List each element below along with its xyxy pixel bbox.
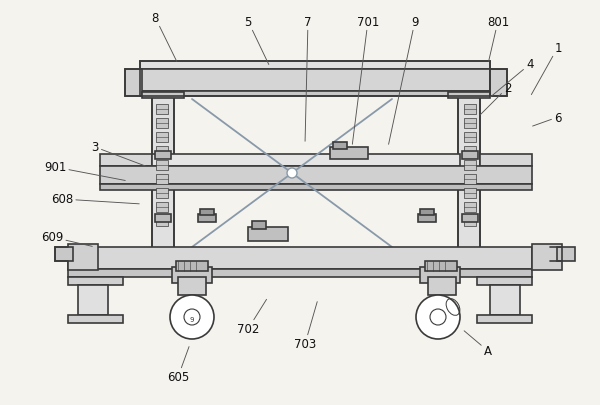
Circle shape bbox=[430, 309, 446, 325]
Bar bbox=[100, 155, 152, 166]
Text: 605: 605 bbox=[167, 347, 189, 384]
Bar bbox=[420, 267, 460, 284]
Bar bbox=[140, 62, 490, 70]
Bar bbox=[152, 97, 174, 256]
Bar bbox=[68, 244, 98, 270]
Bar bbox=[477, 277, 532, 285]
Bar bbox=[140, 70, 490, 92]
Bar bbox=[155, 151, 171, 160]
Bar bbox=[156, 202, 168, 213]
Bar bbox=[68, 269, 532, 277]
Bar bbox=[448, 93, 490, 99]
Circle shape bbox=[170, 295, 214, 339]
Bar bbox=[68, 277, 123, 285]
Bar bbox=[155, 215, 171, 222]
Bar bbox=[464, 216, 476, 226]
Bar bbox=[125, 70, 142, 97]
Text: 701: 701 bbox=[352, 15, 379, 145]
Bar bbox=[557, 247, 575, 261]
Bar bbox=[464, 161, 476, 171]
Bar bbox=[418, 215, 436, 222]
Bar bbox=[490, 285, 520, 315]
Text: 3: 3 bbox=[91, 141, 145, 166]
Bar bbox=[100, 185, 532, 190]
Bar bbox=[142, 93, 184, 99]
Circle shape bbox=[416, 295, 460, 339]
Bar bbox=[333, 143, 347, 149]
Bar bbox=[140, 92, 490, 97]
Bar bbox=[462, 151, 478, 160]
Bar bbox=[425, 261, 457, 271]
Bar bbox=[156, 147, 168, 157]
Text: 1: 1 bbox=[532, 41, 562, 95]
Bar bbox=[464, 133, 476, 143]
Bar bbox=[252, 222, 266, 230]
Circle shape bbox=[184, 309, 200, 325]
Bar bbox=[464, 189, 476, 198]
Bar bbox=[464, 105, 476, 115]
Bar bbox=[458, 97, 480, 256]
Bar bbox=[462, 215, 478, 222]
Bar bbox=[330, 148, 368, 160]
Bar bbox=[464, 175, 476, 185]
Bar bbox=[477, 315, 532, 323]
Circle shape bbox=[287, 168, 297, 179]
Bar bbox=[490, 70, 507, 97]
Bar bbox=[178, 277, 206, 295]
Bar bbox=[156, 119, 168, 129]
Text: A: A bbox=[464, 331, 492, 358]
Text: 2: 2 bbox=[480, 81, 512, 116]
Text: 7: 7 bbox=[304, 15, 312, 142]
Text: 9: 9 bbox=[389, 15, 419, 145]
Text: 9: 9 bbox=[190, 316, 194, 322]
Bar bbox=[68, 315, 123, 323]
Bar bbox=[200, 209, 214, 215]
Bar bbox=[156, 133, 168, 143]
Text: 609: 609 bbox=[41, 231, 92, 247]
Bar bbox=[198, 215, 216, 222]
Bar bbox=[176, 261, 208, 271]
Bar bbox=[156, 175, 168, 185]
Text: 5: 5 bbox=[244, 15, 269, 65]
Text: 6: 6 bbox=[533, 111, 562, 127]
Bar bbox=[152, 155, 460, 166]
Bar bbox=[156, 161, 168, 171]
Text: 608: 608 bbox=[51, 193, 139, 206]
Bar bbox=[464, 147, 476, 157]
Bar bbox=[156, 189, 168, 198]
Text: 801: 801 bbox=[487, 15, 509, 62]
Bar bbox=[100, 166, 532, 185]
Text: 4: 4 bbox=[490, 58, 534, 98]
Text: 702: 702 bbox=[237, 300, 266, 336]
Bar bbox=[248, 228, 288, 241]
Bar bbox=[68, 247, 532, 269]
Bar bbox=[480, 155, 532, 166]
Bar bbox=[428, 277, 456, 295]
Bar bbox=[172, 267, 212, 284]
Bar bbox=[532, 244, 562, 270]
Bar bbox=[55, 247, 73, 261]
Text: 8: 8 bbox=[151, 11, 177, 62]
Bar bbox=[420, 209, 434, 215]
Text: 901: 901 bbox=[44, 161, 125, 181]
Bar bbox=[156, 216, 168, 226]
Bar bbox=[78, 285, 108, 315]
Bar bbox=[464, 202, 476, 213]
Bar bbox=[156, 105, 168, 115]
Bar bbox=[464, 119, 476, 129]
Text: 703: 703 bbox=[294, 302, 317, 351]
